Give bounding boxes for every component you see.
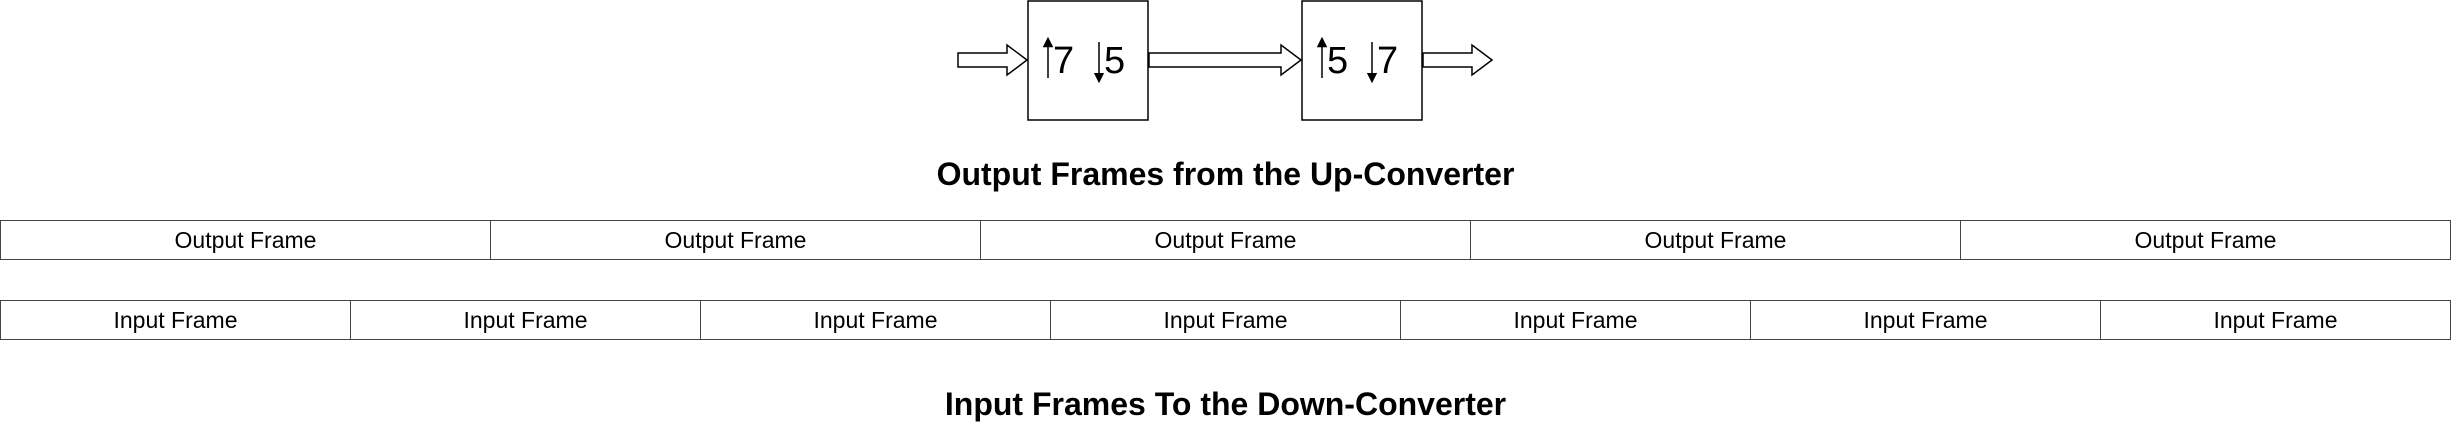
output-frame-cell: Output Frame bbox=[1471, 221, 1961, 259]
input-frames-title: Input Frames To the Down-Converter bbox=[944, 386, 1507, 422]
input-hollow-arrow bbox=[957, 43, 1029, 77]
input-frame-cell: Input Frame bbox=[1401, 301, 1751, 339]
output-frame-cell: Output Frame bbox=[981, 221, 1471, 259]
down-converter-box bbox=[1301, 0, 1423, 121]
output-frames-title: Output Frames from the Up-Converter bbox=[936, 156, 1515, 192]
output-frame-cell: Output Frame bbox=[2134, 226, 2277, 253]
input-frame-cell: Input Frame bbox=[351, 301, 701, 339]
input-frame-cell: Input Frame bbox=[1, 301, 351, 339]
connector-hollow-arrow bbox=[1148, 43, 1303, 77]
input-frame-cell: Input Frame bbox=[1051, 301, 1401, 339]
up-converter-box bbox=[1027, 0, 1149, 121]
input-frame-cell: Input Frame bbox=[1751, 301, 2101, 339]
down-factor-label: 5 bbox=[1104, 40, 1125, 82]
up-factor-label: 7 bbox=[1053, 40, 1074, 82]
down-factor-label: 7 bbox=[1377, 40, 1398, 82]
converter-chain-diagram: 7 5 5 7 bbox=[957, 0, 1494, 121]
output-frame-cell: Output Frame bbox=[491, 221, 981, 259]
up-factor-label: 5 bbox=[1327, 40, 1348, 82]
output-frame-cell: Output Frame bbox=[1, 221, 491, 259]
input-frames-row: Input Frame Input Frame Input Frame Inpu… bbox=[0, 300, 2451, 340]
input-frame-cell: Input Frame bbox=[701, 301, 1051, 339]
output-frames-row: Output Frame Output Frame Output Frame O… bbox=[0, 220, 2451, 260]
input-frame-cell: Input Frame bbox=[2213, 306, 2338, 333]
output-hollow-arrow bbox=[1422, 43, 1494, 77]
